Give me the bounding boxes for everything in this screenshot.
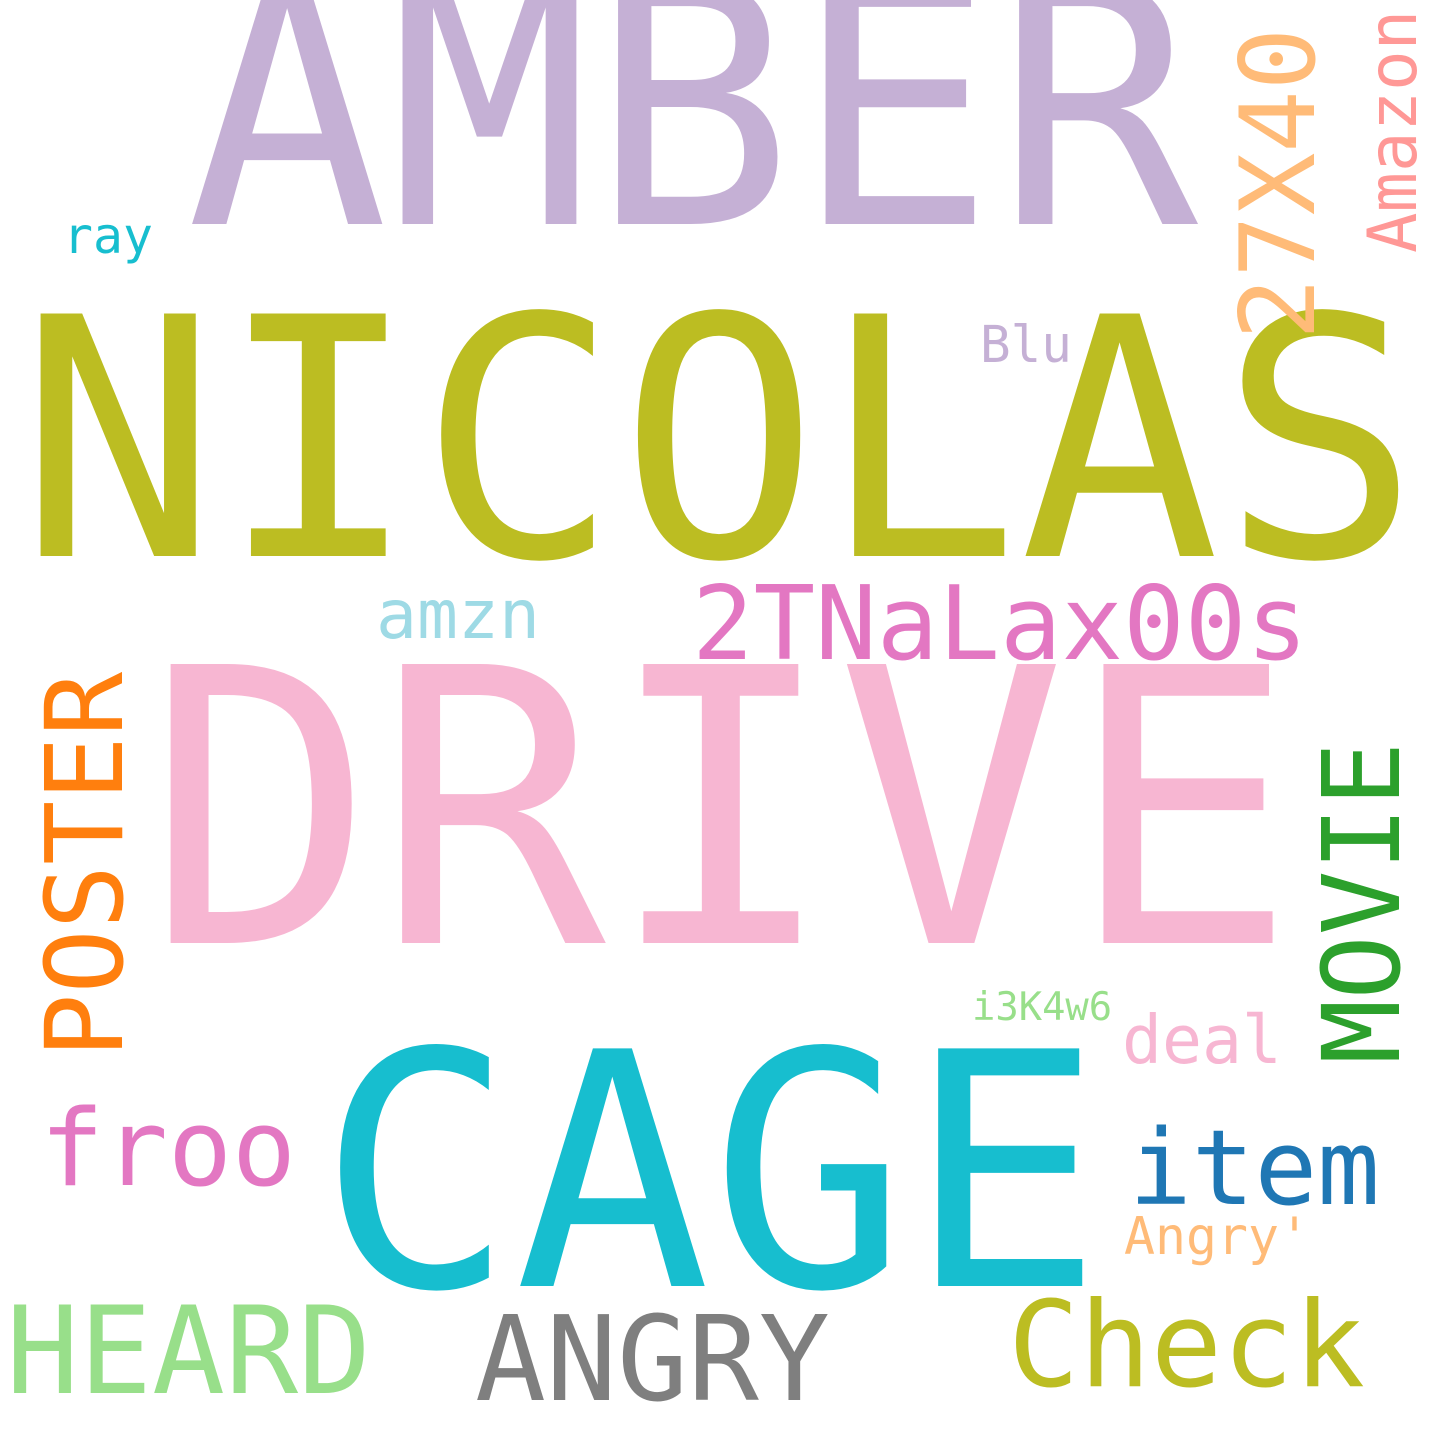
word-angry-quote: Angry': [1124, 1206, 1311, 1267]
word-amber: AMBER: [186, 0, 1199, 304]
word-2tnalax00s: 2TNaLax00s: [692, 564, 1308, 684]
word-27x40: 27X40: [1218, 27, 1339, 340]
word-poster: POSTER: [24, 671, 149, 1058]
word-i3k4w6: i3K4w6: [972, 985, 1113, 1031]
word-nicolas: NICOLAS: [18, 247, 1421, 635]
word-amazon: Amazon: [1353, 9, 1432, 253]
word-movie: MOVIE: [1301, 741, 1426, 1064]
word-check: Check: [1008, 1276, 1365, 1415]
word-amzn: amzn: [376, 576, 540, 656]
word-blu: Blu: [980, 315, 1072, 375]
word-froo: froo: [40, 1086, 296, 1211]
word-item: item: [1129, 1107, 1380, 1230]
word-ray: ray: [63, 207, 153, 265]
word-drive: DRIVE: [145, 588, 1298, 1034]
word-heard: HEARD: [6, 1279, 372, 1422]
word-angry: ANGRY: [475, 1291, 830, 1429]
word-deal: deal: [1122, 1000, 1282, 1079]
word-cage: CAGE: [318, 982, 1104, 1363]
